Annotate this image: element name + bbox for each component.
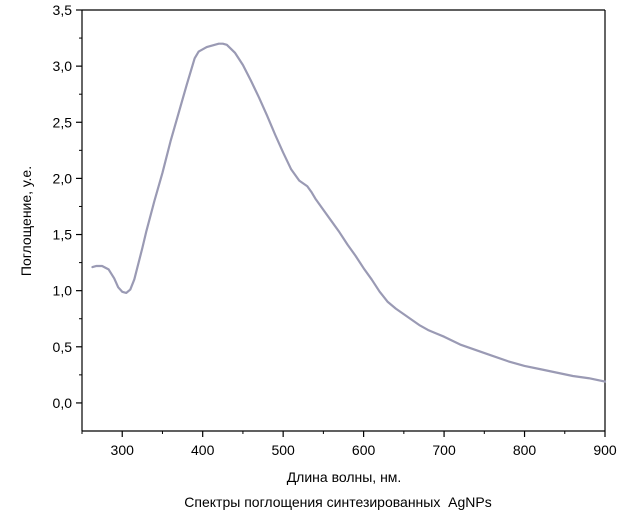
plot-frame bbox=[81, 9, 606, 432]
y-axis-label: Поглощение, у.е. bbox=[18, 166, 34, 276]
x-tick-label: 700 bbox=[432, 442, 456, 458]
x-tick-label: 400 bbox=[191, 442, 215, 458]
y-tick-labels: 0,0 0,5 1,0 1,5 2,0 2,5 3,0 3,5 bbox=[53, 2, 73, 411]
x-tick-label: 300 bbox=[111, 442, 135, 458]
x-tick-label: 800 bbox=[513, 442, 537, 458]
y-tick-label: 2,5 bbox=[53, 114, 73, 130]
x-tick-label: 900 bbox=[593, 442, 617, 458]
y-tick-label: 1,5 bbox=[53, 227, 73, 243]
x-axis-label: Длина волны, нм. bbox=[287, 469, 402, 485]
y-tick-label: 2,0 bbox=[53, 170, 73, 186]
y-tick-label: 0,0 bbox=[53, 395, 73, 411]
y-tick-label: 0,5 bbox=[53, 339, 73, 355]
y-tick-label: 3,0 bbox=[53, 58, 73, 74]
y-tick-label: 3,5 bbox=[53, 2, 73, 18]
y-tick-label: 1,0 bbox=[53, 283, 73, 299]
x-tick-label: 600 bbox=[352, 442, 376, 458]
y-ticks bbox=[76, 9, 82, 404]
x-ticks bbox=[81, 431, 606, 437]
figure-caption: Спектры поглощения синтезированных AgNPs bbox=[184, 494, 491, 510]
series-line bbox=[91, 42, 607, 383]
x-tick-label: 500 bbox=[271, 442, 295, 458]
x-tick-labels: 300 400 500 600 700 800 900 bbox=[111, 442, 617, 458]
